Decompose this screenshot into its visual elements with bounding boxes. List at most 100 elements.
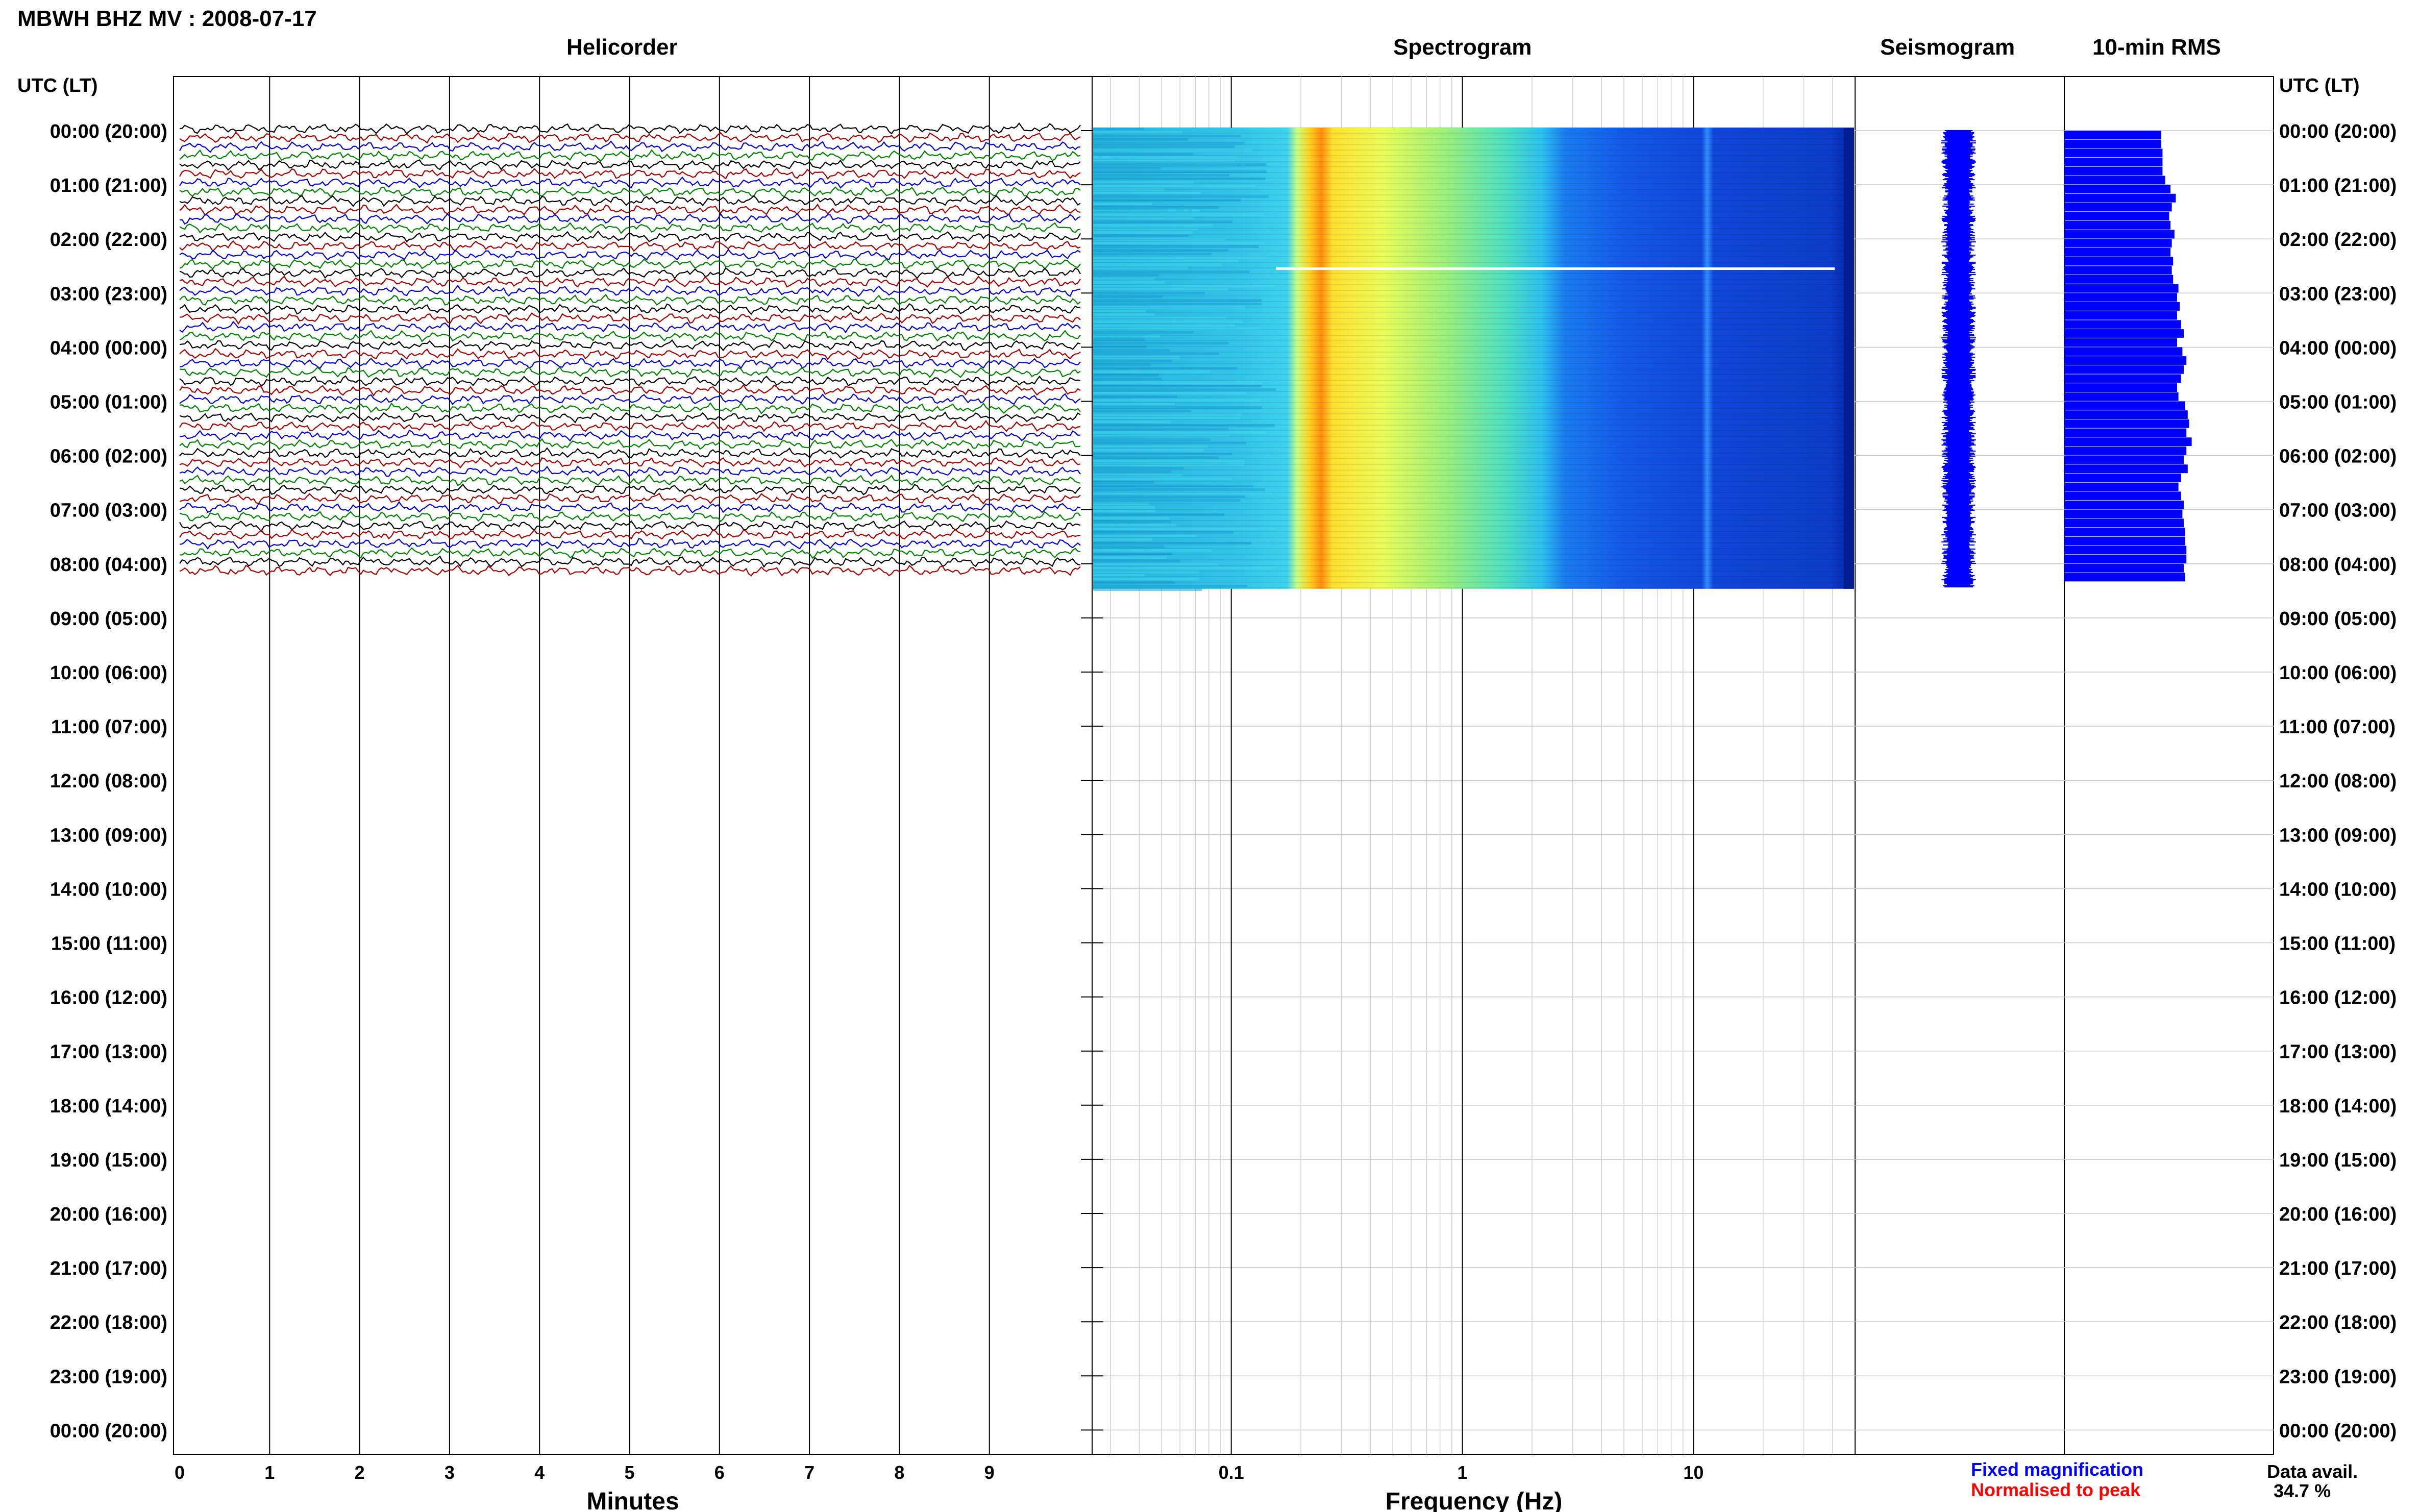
time-tick-right: 04:00 (00:00) xyxy=(2279,337,2397,359)
spectrogram-row xyxy=(1093,374,1159,377)
spectrogram-row xyxy=(1093,256,1269,259)
spectrogram-row xyxy=(1093,538,1152,541)
spectrogram-row xyxy=(1093,456,1219,459)
rms-bar xyxy=(2064,446,2187,455)
rms-bar xyxy=(2064,374,2181,383)
spectrogram-row xyxy=(1093,306,1245,309)
spectrogram-row xyxy=(1093,406,1262,409)
rms-bar xyxy=(2064,239,2172,248)
spectrogram-row xyxy=(1093,481,1154,484)
helicorder-trace xyxy=(179,547,1081,559)
time-tick-left: 02:00 (22:00) xyxy=(50,229,167,251)
time-tick-left: 00:00 (20:00) xyxy=(50,1420,167,1442)
rms-bar xyxy=(2064,455,2184,464)
spectrogram-row xyxy=(1093,510,1156,512)
frequency-tick-label: 0.1 xyxy=(1219,1462,1244,1483)
spectrogram-row xyxy=(1093,235,1189,237)
spectrogram-row xyxy=(1093,392,1246,394)
spectrogram-row xyxy=(1093,170,1267,173)
spectrogram-row xyxy=(1093,499,1241,502)
rms-bar xyxy=(2064,166,2163,176)
spectrogram-row xyxy=(1093,560,1180,562)
rms-bar xyxy=(2064,139,2161,148)
helicorder-trace xyxy=(179,492,1081,505)
helicorder-trace xyxy=(179,248,1081,261)
rms-bar xyxy=(2064,193,2176,203)
rms-bar xyxy=(2064,365,2184,374)
spectrogram-row xyxy=(1093,410,1191,412)
minute-tick-label: 3 xyxy=(445,1462,455,1483)
time-tick-left: 17:00 (13:00) xyxy=(50,1042,167,1063)
time-tick-left: 16:00 (12:00) xyxy=(50,987,167,1009)
spectrogram-row xyxy=(1093,492,1272,494)
helicorder-trace xyxy=(179,186,1081,198)
minutes-axis-label: Minutes xyxy=(586,1488,679,1512)
time-axis-label-left: UTC (LT) xyxy=(17,75,98,96)
rms-bars xyxy=(2064,131,2192,582)
helicorder-trace xyxy=(179,402,1081,414)
legend-fixed-magnification: Fixed magnification xyxy=(1971,1459,2143,1480)
minute-tick-label: 8 xyxy=(894,1462,904,1483)
frequency-axis-label: Frequency (Hz) xyxy=(1386,1488,1563,1512)
spectrogram-row xyxy=(1093,349,1169,352)
spectrogram-row xyxy=(1093,295,1163,298)
spectrogram-row xyxy=(1093,217,1193,219)
spectrogram-row xyxy=(1093,288,1228,291)
rms-bar xyxy=(2064,293,2177,302)
spectrogram-row xyxy=(1093,156,1237,159)
spectrogram-row xyxy=(1093,435,1230,437)
rms-bar xyxy=(2064,428,2187,437)
helicorder-trace xyxy=(179,122,1081,135)
rms-bar xyxy=(2064,220,2170,230)
spectrogram-title: Spectrogram xyxy=(1393,35,1532,60)
data-availability-label: Data avail. xyxy=(2267,1461,2358,1482)
time-tick-left: 08:00 (04:00) xyxy=(50,554,167,576)
rms-bar xyxy=(2064,347,2183,356)
spectrogram-row xyxy=(1093,535,1197,537)
spectrogram-texture xyxy=(1092,127,1855,591)
time-tick-right: 12:00 (08:00) xyxy=(2279,771,2397,792)
time-tick-right: 09:00 (05:00) xyxy=(2279,608,2397,630)
helicorder-trace xyxy=(179,465,1081,478)
spectrogram-row xyxy=(1093,260,1239,262)
minute-tick-label: 6 xyxy=(714,1462,725,1483)
spectrogram-row xyxy=(1093,231,1193,234)
rms-bar xyxy=(2064,383,2177,392)
rms-bar xyxy=(2064,518,2184,528)
helicorder-trace xyxy=(179,276,1081,288)
rms-bar xyxy=(2064,419,2189,428)
helicorder-trace xyxy=(179,176,1081,189)
helicorder-trace xyxy=(179,411,1081,424)
spectrogram-row xyxy=(1093,342,1229,344)
seismogram-trace xyxy=(1941,130,1976,588)
spectrogram-row xyxy=(1093,524,1177,527)
helicorder-trace xyxy=(179,375,1081,387)
time-tick-left: 21:00 (17:00) xyxy=(50,1258,167,1279)
spectrogram-row xyxy=(1093,567,1276,569)
spectrogram-row xyxy=(1093,135,1241,137)
spectrogram-row xyxy=(1093,542,1251,544)
time-tick-right: 10:00 (06:00) xyxy=(2279,662,2397,684)
spectrogram-row xyxy=(1093,506,1155,509)
time-tick-left: 15:00 (11:00) xyxy=(51,933,167,955)
spectrogram-row xyxy=(1093,478,1232,480)
seismogram-envelope xyxy=(1941,130,1976,588)
rms-bar xyxy=(2064,148,2163,158)
spectrogram-row xyxy=(1093,174,1230,177)
time-tick-right: 14:00 (10:00) xyxy=(2279,879,2397,900)
spectrogram-row xyxy=(1093,163,1267,166)
helicorder-trace xyxy=(179,149,1081,162)
spectrogram-row xyxy=(1093,531,1234,534)
rms-bar xyxy=(2064,230,2175,239)
spectrogram-row xyxy=(1093,442,1247,444)
time-tick-right: 00:00 (20:00) xyxy=(2279,1420,2397,1442)
time-tick-left: 07:00 (03:00) xyxy=(50,500,167,522)
spectrogram-row xyxy=(1093,453,1232,455)
helicorder-trace xyxy=(179,230,1081,243)
seismogram-title: Seismogram xyxy=(1880,35,2015,60)
spectrogram-row xyxy=(1093,292,1205,294)
rms-bar xyxy=(2064,392,2179,401)
spectrogram-row xyxy=(1093,578,1199,580)
spectrogram-row xyxy=(1093,517,1170,519)
helicorder-trace xyxy=(179,203,1081,216)
